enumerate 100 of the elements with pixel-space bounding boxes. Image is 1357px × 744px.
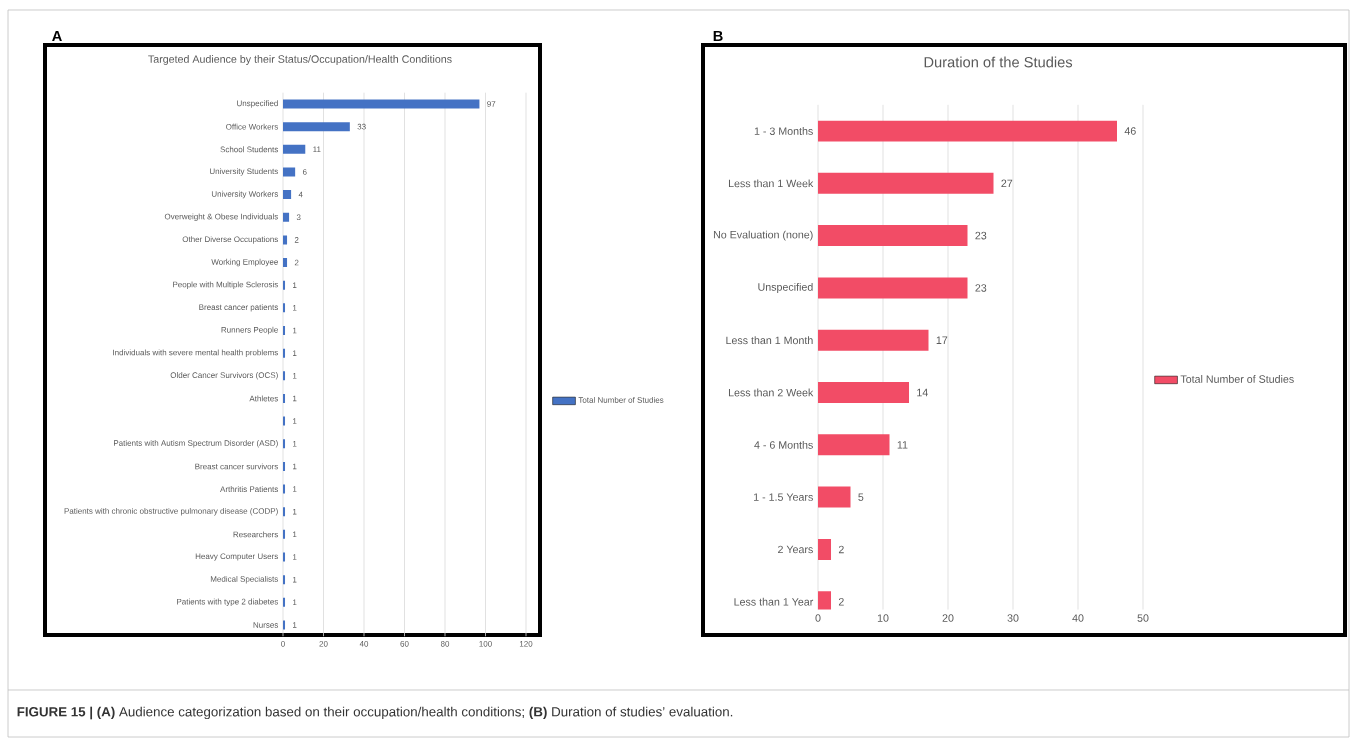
data-label: 2 — [294, 259, 299, 266]
y-tick-label: Individuals with severe mental health problems — [113, 349, 278, 357]
bar — [818, 329, 929, 351]
y-tick-label: University Students — [210, 168, 278, 176]
x-tick-label: 50 — [1137, 614, 1149, 622]
data-label: 1 — [293, 576, 297, 583]
x-tick-label: 100 — [479, 641, 492, 647]
data-label: 17 — [936, 336, 948, 344]
data-label: 46 — [1124, 127, 1136, 135]
bar — [283, 529, 286, 539]
bar — [283, 190, 292, 200]
bar — [818, 225, 968, 247]
x-tick-label: 0 — [281, 641, 285, 647]
bar — [283, 507, 286, 517]
bar — [818, 538, 832, 560]
data-label: 1 — [293, 282, 297, 288]
data-label: 1 — [293, 441, 297, 447]
x-tick-label: 60 — [400, 641, 409, 647]
y-tick-label: Researchers — [233, 531, 279, 538]
text: B — [713, 30, 723, 42]
y-tick-label: Nurses — [253, 622, 279, 628]
text: A — [52, 30, 62, 42]
data-label: 97 — [487, 101, 496, 107]
bar — [283, 439, 286, 449]
bar — [283, 461, 286, 471]
legend-label: Total Number of Studies — [1180, 375, 1294, 383]
data-label: 1 — [293, 486, 297, 492]
y-tick-label: Office Workers — [226, 123, 279, 130]
y-tick-label: Breast cancer patients — [199, 304, 278, 312]
bar — [283, 303, 286, 313]
y-tick-label: Less than 1 Month — [726, 336, 813, 345]
text: FIGURE 15 | (A) Audience categorization based on their occupation/health conditions; (B) Duration of studies’ evaluation. — [17, 706, 733, 720]
y-tick-label: School Students — [220, 146, 278, 153]
y-tick-label: Runners People — [221, 326, 278, 335]
bar — [283, 258, 288, 268]
bar — [283, 99, 480, 109]
y-tick-label: Patients with type 2 diabetes — [177, 598, 278, 607]
data-label: 33 — [357, 123, 366, 130]
x-tick-label: 20 — [319, 641, 328, 647]
bar — [283, 597, 286, 607]
bar — [283, 235, 288, 245]
y-tick-label: Heavy Computer Users — [195, 553, 278, 561]
legend-label: Total Number of Studies — [578, 396, 664, 403]
bar — [283, 416, 286, 426]
data-label: 1 — [293, 418, 297, 424]
x-tick-label: 120 — [519, 641, 533, 647]
y-tick-label: Breast cancer survivors — [195, 463, 278, 470]
bar — [818, 172, 994, 194]
bar — [818, 120, 1117, 142]
bar — [818, 382, 910, 404]
x-tick-label: 40 — [1072, 614, 1084, 622]
y-tick-label: Medical Specialists — [210, 575, 278, 584]
y-tick-label: Unspecified — [237, 100, 278, 108]
data-label: 23 — [975, 231, 987, 240]
y-tick-label: 1 - 3 Months — [754, 127, 813, 135]
y-tick-label: Less than 1 Week — [728, 179, 814, 188]
y-tick-label: Working Employee — [211, 258, 278, 267]
y-tick-label: Less than 1 Year — [734, 597, 814, 606]
data-label: 1 — [293, 395, 297, 402]
y-tick-label: Arthritis Patients — [220, 486, 278, 492]
y-tick-label: Overweight & Obese Individuals — [164, 213, 278, 221]
data-label: 4 — [298, 191, 303, 198]
y-tick-label: 2 Years — [778, 545, 813, 554]
y-tick-label: Patients with chronic obstructive pulmonary disease (CODP) — [64, 507, 278, 516]
data-label: 14 — [917, 388, 928, 397]
x-tick-label: 0 — [815, 614, 821, 622]
data-label: 1 — [293, 531, 297, 538]
bar — [818, 277, 968, 299]
chart-title: Duration of the Studies — [924, 56, 1073, 68]
y-tick-label: 1 - 1.5 Years — [754, 493, 813, 501]
data-label: 3 — [296, 214, 301, 221]
data-label: 11 — [897, 441, 908, 449]
y-tick-label: 4 - 6 Months — [754, 440, 813, 449]
bar — [283, 212, 290, 222]
bar — [283, 122, 350, 132]
x-tick-label: 80 — [440, 641, 450, 647]
bar — [283, 167, 296, 177]
data-label: 2 — [838, 598, 844, 606]
data-label: 2 — [294, 237, 299, 243]
bar — [283, 144, 306, 154]
bar — [283, 280, 286, 290]
bar — [283, 371, 286, 381]
bar — [283, 552, 286, 562]
bar — [283, 393, 286, 403]
data-label: 1 — [293, 373, 297, 379]
data-label: 1 — [293, 599, 297, 606]
data-label: 1 — [293, 508, 297, 515]
x-tick-label: 40 — [359, 641, 369, 647]
data-label: 1 — [293, 305, 297, 311]
y-tick-label: Older Cancer Survivors (OCS) — [170, 372, 278, 380]
y-tick-label: Patients with Autism Spectrum Disorder (ASD) — [114, 440, 278, 448]
y-tick-label: Athletes — [249, 395, 279, 402]
bar — [283, 348, 286, 358]
data-label: 1 — [293, 327, 297, 334]
y-tick-label: Other Diverse Occupations — [182, 236, 278, 244]
data-label: 1 — [293, 463, 297, 470]
bar — [283, 484, 286, 494]
y-tick-label: No Evaluation (none) — [713, 230, 813, 241]
data-label: 11 — [313, 146, 321, 153]
data-label: 5 — [858, 493, 864, 501]
